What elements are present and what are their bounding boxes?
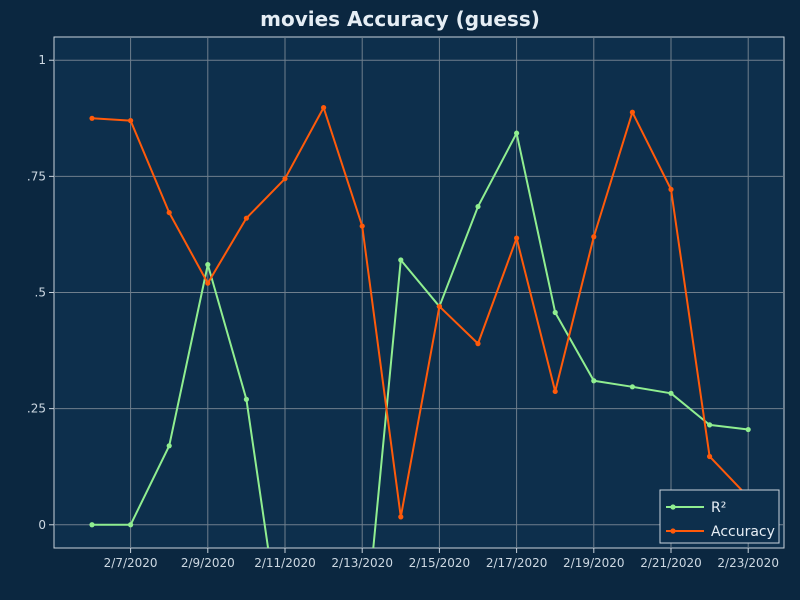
data-point bbox=[707, 422, 713, 428]
legend-marker bbox=[670, 504, 676, 510]
x-tick-label: 2/13/2020 bbox=[331, 556, 393, 570]
plot-series bbox=[89, 105, 751, 548]
x-tick-label: 2/7/2020 bbox=[104, 556, 158, 570]
data-point bbox=[321, 105, 327, 111]
data-point bbox=[552, 388, 558, 395]
x-tick-label: 2/21/2020 bbox=[640, 556, 702, 570]
data-point bbox=[128, 522, 134, 528]
data-point bbox=[398, 257, 404, 263]
legend-label: Accuracy bbox=[711, 524, 775, 540]
data-point bbox=[514, 235, 520, 241]
data-point bbox=[475, 203, 481, 210]
data-point bbox=[166, 209, 172, 216]
y-tick-label: 1 bbox=[38, 53, 46, 67]
x-tick-label: 2/23/2020 bbox=[717, 556, 779, 570]
data-point bbox=[475, 341, 481, 347]
data-point bbox=[668, 186, 674, 192]
data-point bbox=[668, 390, 674, 396]
series-line-0 bbox=[92, 263, 270, 548]
y-tick-label: .5 bbox=[35, 286, 46, 300]
data-point bbox=[243, 396, 249, 402]
data-point bbox=[591, 234, 597, 240]
legend-label: R² bbox=[711, 500, 726, 516]
chart-title: movies Accuracy (guess) bbox=[260, 7, 540, 31]
x-axis: 2/7/2020 2/9/2020 2/11/2020 2/13/2020 2/15/2… bbox=[104, 548, 779, 570]
data-point bbox=[89, 522, 95, 528]
x-tick-label: 2/15/2020 bbox=[409, 556, 471, 570]
data-point bbox=[629, 109, 636, 115]
y-axis: 0 .25 .5 .75 1 bbox=[27, 53, 54, 532]
x-tick-label: 2/17/2020 bbox=[486, 556, 548, 570]
y-tick-label: .25 bbox=[27, 402, 46, 416]
x-tick-label: 2/19/2020 bbox=[563, 556, 625, 570]
data-point bbox=[436, 303, 442, 310]
series-line-1 bbox=[91, 106, 749, 518]
y-tick-label: 0 bbox=[38, 518, 46, 532]
data-point bbox=[282, 176, 288, 182]
data-point bbox=[707, 453, 713, 460]
data-point bbox=[398, 514, 404, 520]
data-point bbox=[745, 426, 751, 433]
data-point bbox=[552, 309, 558, 316]
y-tick-label: .75 bbox=[27, 169, 46, 183]
data-point bbox=[514, 130, 520, 136]
x-tick-label: 2/9/2020 bbox=[181, 556, 235, 570]
data-point bbox=[205, 262, 211, 268]
data-point bbox=[89, 115, 95, 121]
legend-marker bbox=[670, 528, 676, 534]
x-tick-label: 2/11/2020 bbox=[254, 556, 316, 570]
legend: R² Accuracy bbox=[659, 489, 780, 544]
data-point bbox=[359, 223, 365, 229]
data-point bbox=[128, 118, 134, 124]
legend-box bbox=[659, 489, 780, 544]
data-point bbox=[591, 378, 597, 384]
data-point bbox=[205, 280, 211, 286]
data-point bbox=[166, 443, 172, 449]
data-point bbox=[243, 215, 249, 221]
data-point bbox=[629, 384, 636, 390]
